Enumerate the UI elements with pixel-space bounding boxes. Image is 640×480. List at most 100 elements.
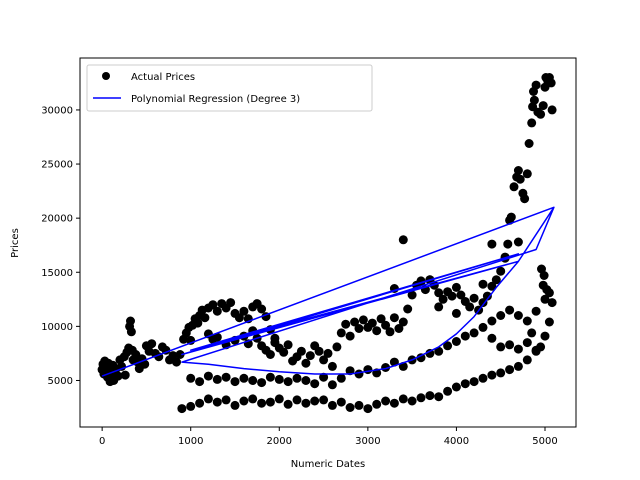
data-point (177, 404, 187, 414)
data-point (336, 397, 346, 407)
data-point (301, 376, 311, 385)
data-point (515, 174, 525, 184)
regression-line (101, 206, 555, 377)
data-point (283, 377, 293, 387)
data-point (381, 363, 391, 372)
data-point (372, 326, 382, 336)
data-point (248, 376, 258, 385)
data-point (221, 395, 231, 405)
data-point (301, 398, 311, 408)
data-point (443, 386, 453, 396)
data-point (506, 212, 516, 222)
data-point (513, 361, 523, 371)
data-point (265, 397, 275, 407)
data-point (394, 324, 404, 333)
data-point (186, 373, 196, 383)
data-point (296, 346, 306, 356)
data-point (305, 351, 315, 361)
data-point (367, 318, 377, 328)
data-point (531, 306, 541, 316)
data-point (451, 308, 461, 318)
data-point (398, 394, 408, 404)
data-point (274, 394, 284, 404)
data-point (381, 320, 391, 330)
data-point (265, 350, 275, 359)
data-point (239, 373, 249, 383)
data-point (381, 396, 391, 406)
data-point (345, 403, 355, 412)
data-point (172, 357, 181, 367)
y-tick-label: 25000 (41, 160, 73, 171)
legend: Actual Prices Polynomial Regression (Deg… (86, 64, 373, 112)
data-point (323, 348, 333, 358)
data-point (265, 372, 275, 382)
legend-box (86, 64, 373, 112)
data-point (274, 374, 284, 384)
data-point (478, 322, 488, 332)
data-point (327, 380, 337, 390)
data-point (465, 302, 475, 312)
data-point (113, 371, 123, 381)
data-point (212, 374, 222, 384)
data-point (175, 350, 185, 359)
data-point (257, 304, 267, 314)
data-point (257, 398, 267, 408)
data-point (203, 371, 213, 381)
data-point (513, 311, 523, 320)
data-point (336, 328, 346, 338)
data-point (140, 359, 150, 369)
x-axis-ticks: 0 1000 2000 3000 4000 5000 (99, 427, 558, 447)
x-tick-label: 2000 (267, 436, 292, 447)
data-point (226, 298, 236, 308)
data-point (529, 95, 539, 105)
data-point (547, 105, 557, 115)
data-point (212, 306, 222, 316)
data-point (487, 239, 497, 249)
data-point (540, 294, 550, 304)
data-point (487, 316, 497, 326)
data-point (503, 239, 513, 249)
legend-label-regression: Polynomial Regression (Degree 3) (131, 94, 300, 105)
data-point (491, 275, 501, 285)
data-point (248, 394, 258, 404)
data-point (540, 331, 550, 341)
y-tick-label: 20000 (41, 214, 73, 225)
data-point (283, 399, 293, 409)
y-tick-label: 5000 (48, 376, 73, 387)
data-point (350, 317, 360, 327)
x-tick-label: 5000 (532, 436, 557, 447)
data-point (230, 377, 240, 387)
data-point (416, 393, 426, 403)
data-point (332, 342, 342, 352)
data-point (212, 397, 222, 407)
data-point (358, 315, 368, 325)
data-point (513, 344, 523, 354)
data-point (434, 346, 444, 356)
data-point (292, 373, 302, 383)
data-point (279, 347, 289, 357)
y-axis-label: Prices (10, 228, 21, 258)
data-point (460, 379, 470, 389)
data-point (398, 235, 408, 245)
data-point (547, 298, 557, 308)
data-point (239, 306, 249, 316)
data-point (546, 78, 556, 88)
data-point (147, 339, 157, 349)
data-point (416, 353, 426, 363)
data-point (403, 304, 413, 314)
data-point (522, 355, 532, 365)
x-axis-label: Numeric Dates (291, 459, 365, 470)
data-point (327, 400, 337, 410)
y-tick-label: 30000 (41, 105, 73, 116)
data-point (407, 290, 417, 300)
data-point (195, 398, 205, 408)
data-point (522, 169, 532, 179)
data-point (505, 340, 515, 350)
data-point (434, 392, 444, 402)
data-point (482, 291, 492, 301)
data-point (301, 358, 311, 368)
data-point (126, 316, 135, 326)
legend-marker-actual-prices (102, 72, 110, 80)
data-point (389, 313, 399, 323)
